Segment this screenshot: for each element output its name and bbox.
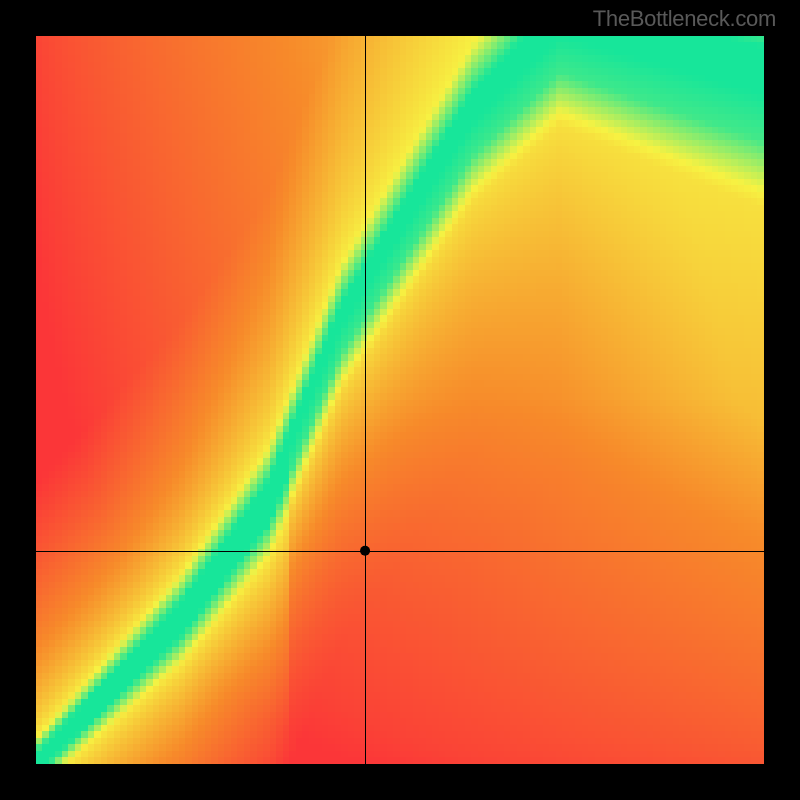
heatmap-canvas	[36, 36, 764, 764]
watermark-text: TheBottleneck.com	[593, 6, 776, 32]
heatmap-plot-area	[36, 36, 764, 764]
